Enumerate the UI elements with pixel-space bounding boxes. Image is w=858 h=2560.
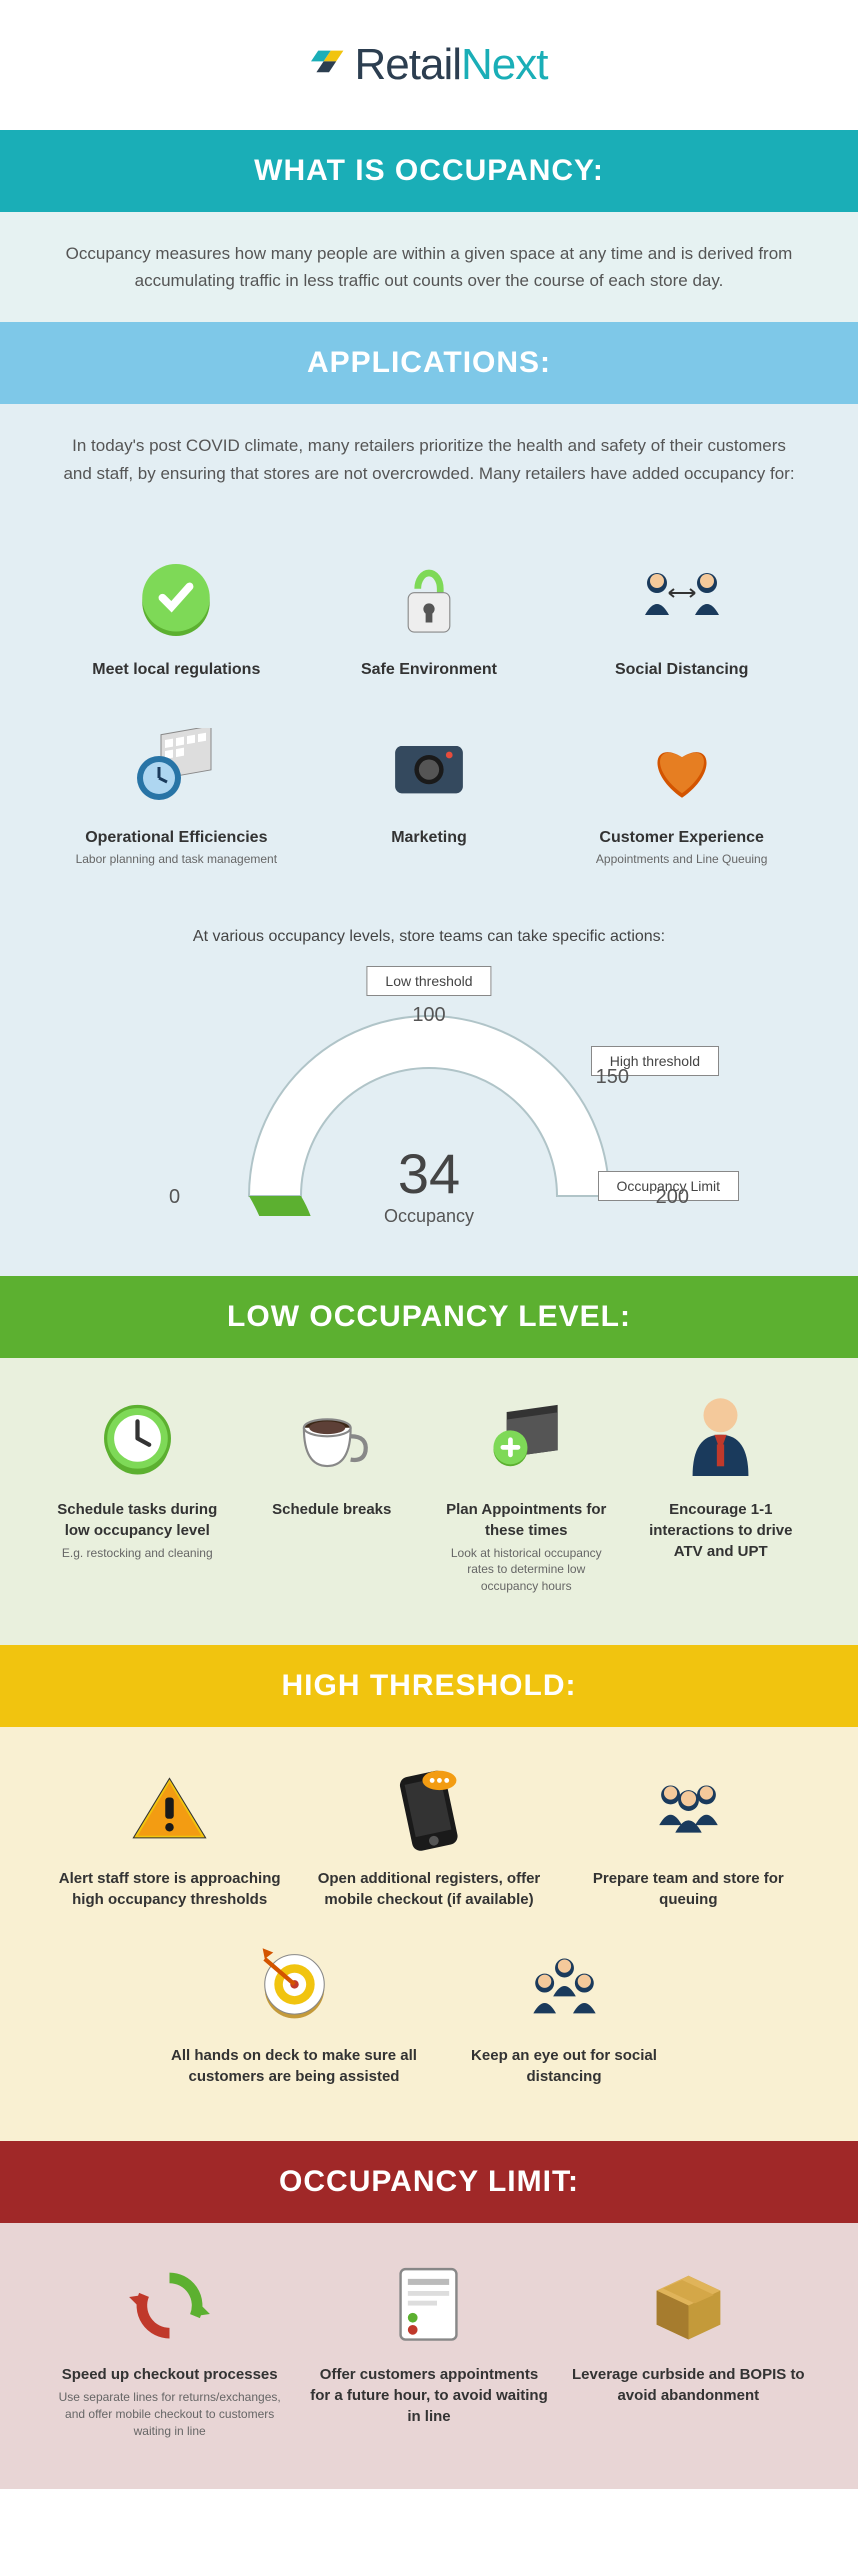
list-item: Plan Appointments for these timesLook at… xyxy=(439,1398,614,1595)
group-icon xyxy=(646,1767,731,1852)
clock-calendar-icon xyxy=(131,723,221,813)
item-title: Alert staff store is approaching high oc… xyxy=(50,1868,289,1910)
banner-low: LOW OCCUPANCY LEVEL: xyxy=(0,1276,858,1358)
phone-icon xyxy=(386,1767,471,1852)
gauge-wrap: Low threshold High threshold Occupancy L… xyxy=(179,976,679,1216)
box-icon xyxy=(646,2263,731,2348)
banner-high: HIGH THRESHOLD: xyxy=(0,1645,858,1727)
desc-occupancy: Occupancy measures how many people are w… xyxy=(0,212,858,322)
people-distance-icon xyxy=(637,555,727,645)
item-title: Leverage curbside and BOPIS to avoid aba… xyxy=(569,2364,808,2406)
list-item: Alert staff store is approaching high oc… xyxy=(50,1767,289,1914)
group-talk-icon xyxy=(522,1944,607,2029)
limit-grid: Speed up checkout processes Use separate … xyxy=(50,2263,808,2439)
list-item: Encourage 1-1 interactions to drive ATV … xyxy=(634,1398,809,1595)
tick-0: 0 xyxy=(169,1186,180,1209)
app-sub: Appointments and Line Queuing xyxy=(565,851,798,868)
item-sub: Look at historical occupancy rates to de… xyxy=(439,1545,614,1595)
app-label: Meet local regulations xyxy=(60,661,293,679)
banner-limit: OCCUPANCY LIMIT: xyxy=(0,2141,858,2223)
item-title: Schedule tasks during low occupancy leve… xyxy=(50,1499,225,1541)
lock-icon xyxy=(384,555,474,645)
item-title: Speed up checkout processes xyxy=(50,2364,289,2385)
gauge-intro: At various occupancy levels, store teams… xyxy=(60,928,798,946)
banner-applications: APPLICATIONS: xyxy=(0,322,858,404)
limit-section: Speed up checkout processes Use separate … xyxy=(0,2223,858,2489)
app-item: Customer Experience Appointments and Line… xyxy=(565,723,798,868)
list-item: All hands on deck to make sure all custo… xyxy=(169,1944,419,2091)
coffee-icon xyxy=(289,1398,374,1483)
item-title: Offer customers appointments for a futur… xyxy=(309,2364,548,2427)
applications-section: Meet local regulations Safe Environment So… xyxy=(0,515,858,908)
logo-text-2: Next xyxy=(461,40,547,89)
target-icon xyxy=(252,1944,337,2029)
applications-grid: Meet local regulations Safe Environment So… xyxy=(60,555,798,868)
list-item: Schedule breaks xyxy=(245,1398,420,1595)
app-item: Social Distancing xyxy=(565,555,798,683)
check-shield-icon xyxy=(131,555,221,645)
app-item: Marketing xyxy=(313,723,546,868)
item-title: Open additional registers, offer mobile … xyxy=(309,1868,548,1910)
receipt-icon xyxy=(386,2263,471,2348)
list-item: Speed up checkout processes Use separate … xyxy=(50,2263,289,2439)
app-label: Social Distancing xyxy=(565,661,798,679)
gauge-center: 34 Occupancy xyxy=(384,1141,474,1227)
item-sub: Use separate lines for returns/exchanges… xyxy=(50,2389,289,2439)
desc-applications: In today's post COVID climate, many reta… xyxy=(0,404,858,514)
heart-icon xyxy=(637,723,727,813)
list-item: Schedule tasks during low occupancy leve… xyxy=(50,1398,225,1595)
tick-100: 100 xyxy=(412,1004,445,1027)
person-icon xyxy=(678,1398,763,1483)
list-item: Leverage curbside and BOPIS to avoid aba… xyxy=(569,2263,808,2439)
gauge-value: 34 xyxy=(384,1141,474,1206)
logo-text-1: Retail xyxy=(355,40,462,89)
item-title: Keep an eye out for social distancing xyxy=(439,2045,689,2087)
calendar-plus-icon xyxy=(484,1398,569,1483)
app-label: Marketing xyxy=(313,829,546,847)
logo-area: RetailNext xyxy=(0,0,858,130)
item-title: All hands on deck to make sure all custo… xyxy=(169,2045,419,2087)
banner-occupancy: WHAT IS OCCUPANCY: xyxy=(0,130,858,212)
low-grid: Schedule tasks during low occupancy leve… xyxy=(50,1398,808,1595)
gauge-section: At various occupancy levels, store teams… xyxy=(0,908,858,1276)
tick-150: 150 xyxy=(596,1066,629,1089)
warning-icon xyxy=(127,1767,212,1852)
list-item: Keep an eye out for social distancing xyxy=(439,1944,689,2091)
app-item: Safe Environment xyxy=(313,555,546,683)
camera-icon xyxy=(384,723,474,813)
item-title: Prepare team and store for queuing xyxy=(569,1868,808,1910)
high-grid-top: Alert staff store is approaching high oc… xyxy=(50,1767,808,1914)
list-item: Open additional registers, offer mobile … xyxy=(309,1767,548,1914)
low-section: Schedule tasks during low occupancy leve… xyxy=(0,1358,858,1645)
app-sub: Labor planning and task management xyxy=(60,851,293,868)
gauge-label: Occupancy xyxy=(384,1206,474,1227)
item-sub: E.g. restocking and cleaning xyxy=(50,1545,225,1562)
low-threshold-label: Low threshold xyxy=(366,966,491,996)
arrows-cycle-icon xyxy=(127,2263,212,2348)
item-title: Plan Appointments for these times xyxy=(439,1499,614,1541)
app-label: Operational Efficiencies xyxy=(60,829,293,847)
app-label: Customer Experience xyxy=(565,829,798,847)
logo-mark-icon xyxy=(311,47,347,83)
high-section: Alert staff store is approaching high oc… xyxy=(0,1727,858,2141)
logo: RetailNext xyxy=(311,40,548,90)
item-title: Schedule breaks xyxy=(245,1499,420,1520)
list-item: Prepare team and store for queuing xyxy=(569,1767,808,1914)
high-grid-bottom: All hands on deck to make sure all custo… xyxy=(169,1944,689,2091)
app-item: Meet local regulations xyxy=(60,555,293,683)
list-item: Offer customers appointments for a futur… xyxy=(309,2263,548,2439)
item-title: Encourage 1-1 interactions to drive ATV … xyxy=(634,1499,809,1562)
clock-green-icon xyxy=(95,1398,180,1483)
logo-text: RetailNext xyxy=(355,40,548,90)
app-label: Safe Environment xyxy=(313,661,546,679)
tick-200: 200 xyxy=(656,1186,689,1209)
app-item: Operational Efficiencies Labor planning a… xyxy=(60,723,293,868)
